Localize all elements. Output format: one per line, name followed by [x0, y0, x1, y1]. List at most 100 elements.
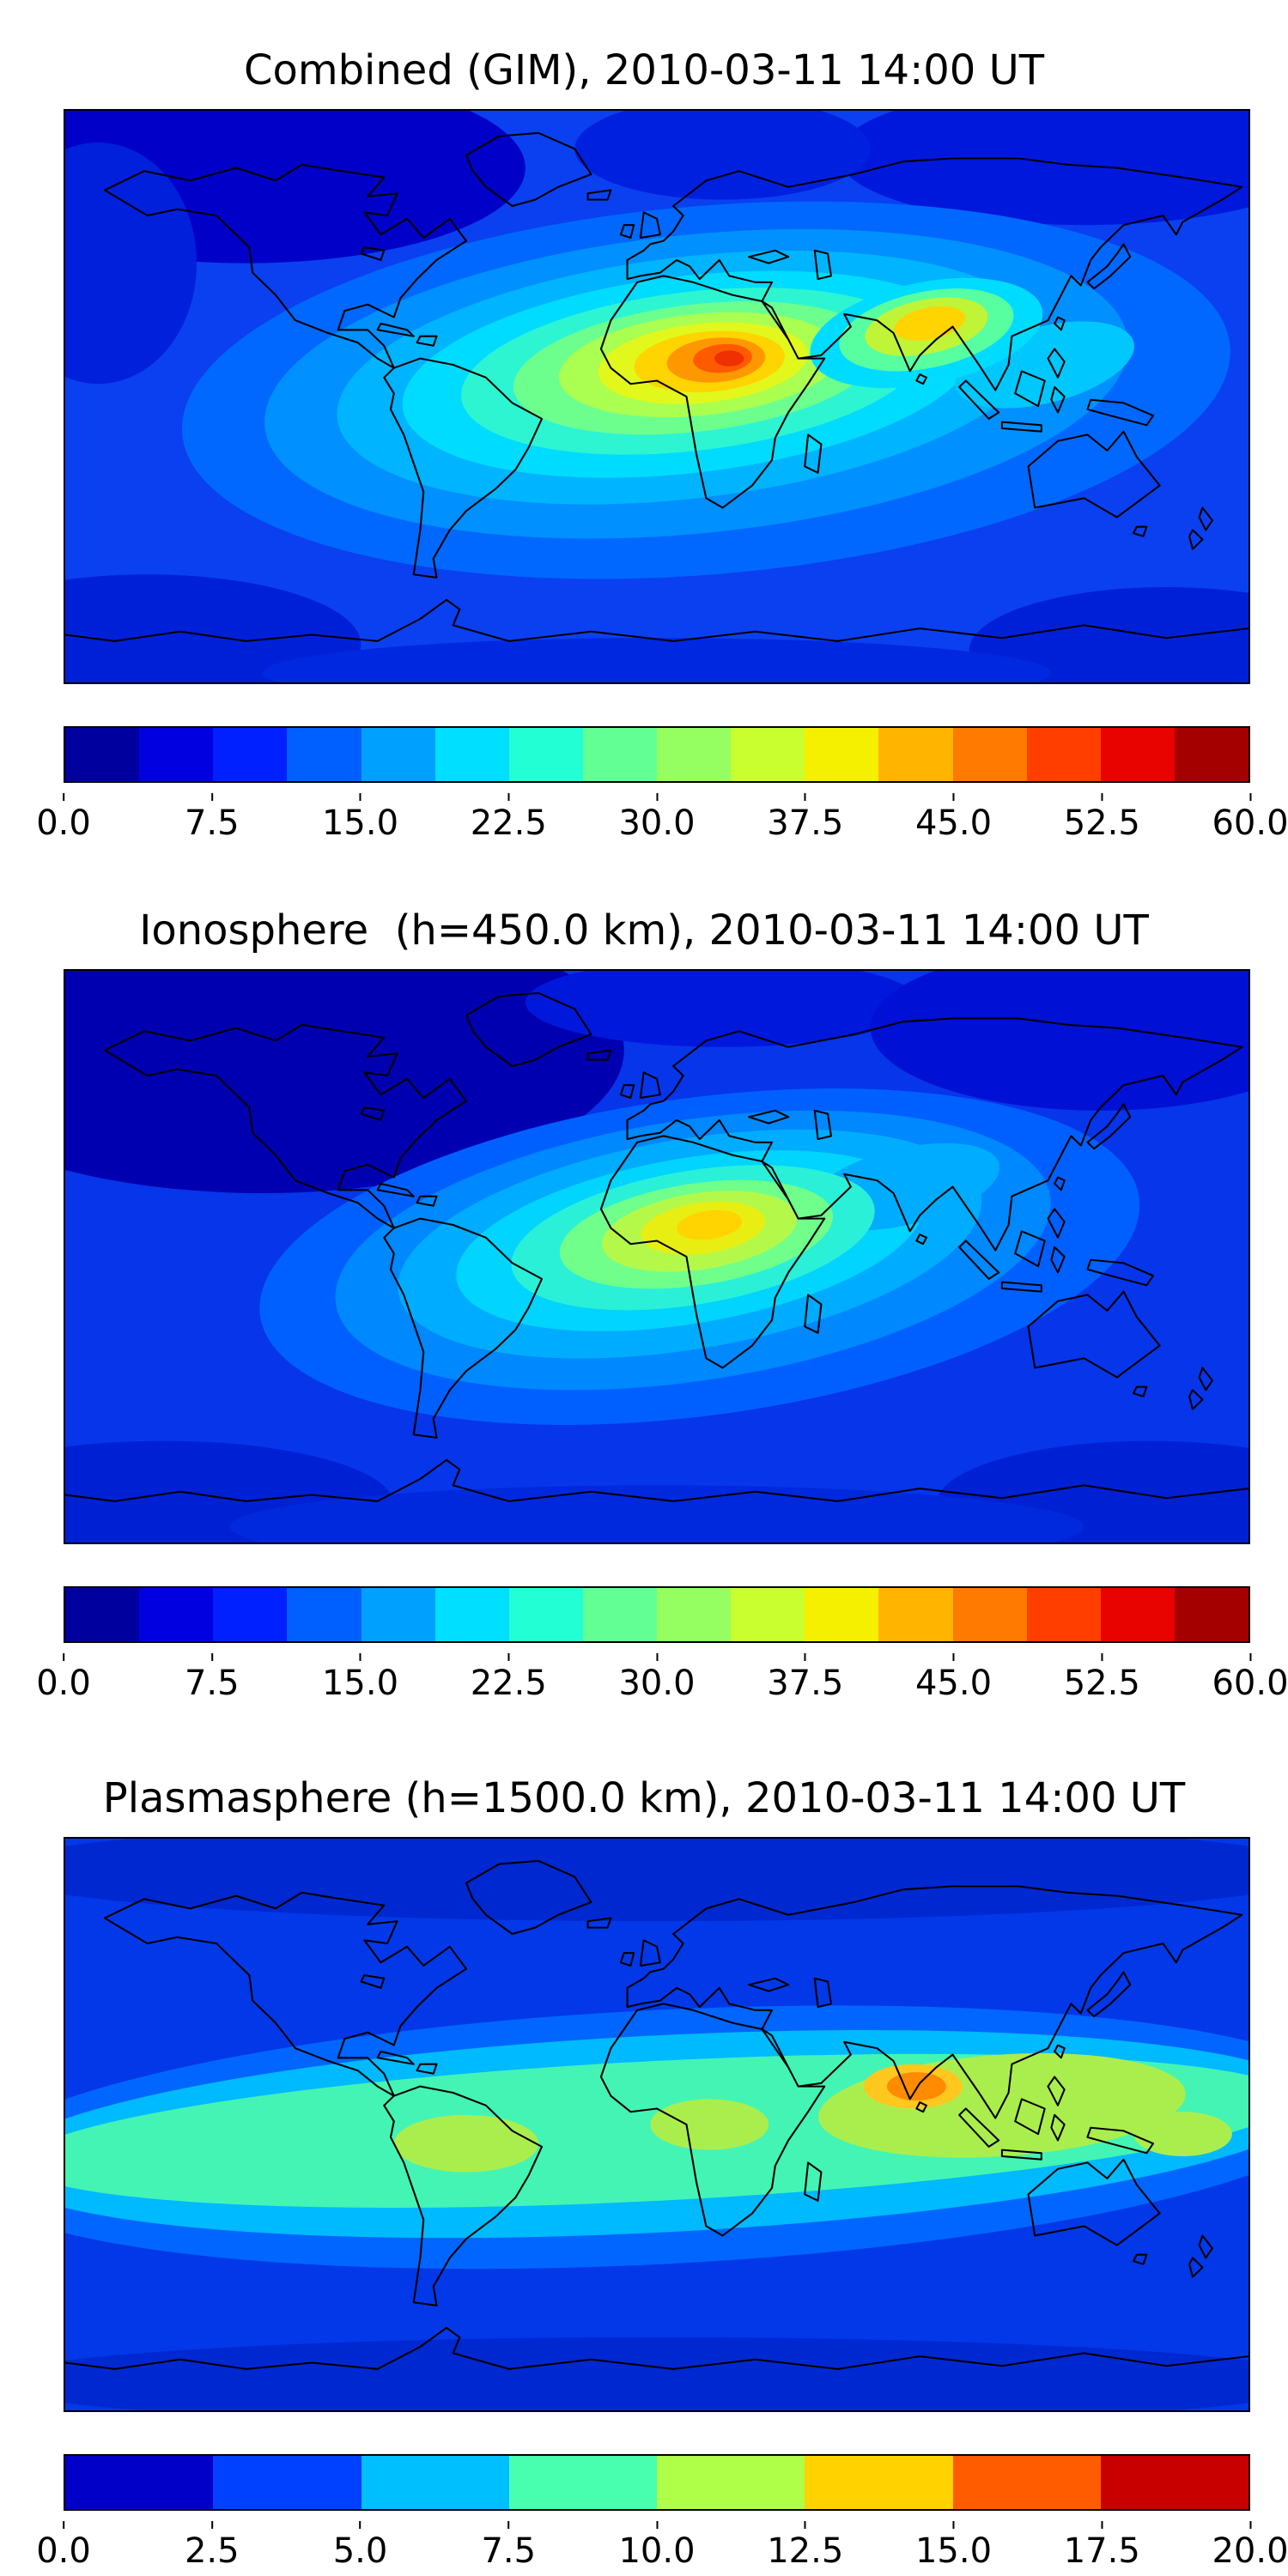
contour-blobs: [65, 1839, 1249, 2410]
contour-blob: [525, 971, 920, 1047]
tick-label: 7.5: [184, 803, 240, 843]
tick-mark: [507, 1653, 510, 1661]
colorbar-segment: [878, 1588, 953, 1641]
colorbar-segment: [287, 728, 361, 781]
contour-blob: [262, 638, 1052, 682]
tick-label: 45.0: [914, 803, 993, 843]
tick-label: 15.0: [914, 2531, 993, 2571]
colorbar-segment: [213, 728, 288, 781]
tick-label: 7.5: [184, 1664, 240, 1703]
contour-blob: [1133, 2112, 1232, 2156]
colorbar-segment: [139, 1588, 214, 1641]
tick-mark: [359, 793, 361, 801]
tick-mark: [210, 1653, 213, 1661]
colorbar-tick: 0.0: [36, 1653, 91, 1702]
tick-mark: [804, 1653, 806, 1661]
contour-blob: [650, 2099, 769, 2150]
tec-map-svg: [65, 111, 1249, 682]
tick-mark: [656, 1653, 658, 1661]
colorbar-segment: [1100, 1588, 1175, 1641]
contour-blob: [65, 142, 197, 385]
colorbar-ionosphere: [64, 1586, 1250, 1643]
colorbar-segment: [1026, 728, 1101, 781]
tick-mark: [63, 2521, 64, 2529]
colorbar-segment: [1174, 728, 1249, 781]
contour-blob: [969, 587, 1249, 682]
colorbar-tick: 2.5: [185, 2521, 240, 2570]
tick-mark: [63, 793, 64, 801]
colorbar-tick: 12.5: [767, 2521, 843, 2570]
colorbar-segment: [65, 2456, 214, 2509]
tick-mark: [1101, 1653, 1103, 1661]
tick-mark: [1101, 2521, 1103, 2529]
contour-blob: [894, 306, 966, 341]
colorbar-segment: [805, 728, 879, 781]
tick-mark: [1249, 793, 1251, 801]
colorbar-segment: [952, 2456, 1101, 2509]
tick-label: 15.0: [321, 803, 399, 843]
colorbar-segment: [287, 1588, 361, 1641]
colorbar-segment: [1100, 2456, 1249, 2509]
colorbar-segment: [731, 1588, 805, 1641]
colorbar-tick: 0.0: [36, 2521, 91, 2570]
colorbar-segment: [878, 728, 953, 781]
tick-label: 2.5: [184, 2531, 240, 2571]
colorbar-segment: [361, 728, 435, 781]
tick-label: 22.5: [470, 803, 547, 843]
panel-title-combined: Combined (GIM), 2010-03-11 14:00 UT: [243, 46, 1045, 94]
tick-label: 37.5: [767, 1664, 844, 1703]
colorbar-ticklabels-combined: 0.0 7.5 15.0 22.5 30.0 37.5 45.0 52.5 60.0: [36, 793, 1288, 848]
tick-label: 17.5: [1063, 2531, 1140, 2571]
tick-mark: [1249, 2521, 1251, 2529]
tick-label: 45.0: [914, 1664, 993, 1703]
colorbar-tick: 60.0: [1212, 793, 1288, 842]
colorbar-segment: [952, 728, 1027, 781]
contour-blob: [393, 2114, 539, 2173]
colorbar-segment: [657, 2456, 805, 2509]
tick-mark: [210, 793, 213, 801]
tick-label: 5.0: [332, 2531, 388, 2571]
tick-mark: [359, 2521, 361, 2529]
tick-mark: [1101, 793, 1103, 801]
colorbar-tick: 7.5: [481, 2521, 536, 2570]
tick-label: 22.5: [470, 1664, 547, 1703]
tick-label: 60.0: [1212, 803, 1288, 843]
colorbar-ticklabels-plasmasphere: 0.0 2.5 5.0 7.5 10.0 12.5 15.0 17.5 20.0: [36, 2521, 1288, 2576]
contour-blob: [65, 2337, 1249, 2410]
tick-label: 52.5: [1063, 803, 1140, 843]
colorbar-segment: [582, 728, 657, 781]
colorbar-tick: 15.0: [322, 1653, 398, 1702]
tick-label: 30.0: [618, 1664, 696, 1703]
colorbar-segment: [508, 1588, 583, 1641]
tick-label: 37.5: [767, 803, 844, 843]
colorbar-segment: [361, 2456, 509, 2509]
colorbar-tick: 52.5: [1064, 793, 1140, 842]
panel-title-ionosphere: Ionosphere (h=450.0 km), 2010-03-11 14:0…: [139, 906, 1149, 955]
colorbar-segment: [1026, 1588, 1101, 1641]
colorbar-segment: [434, 728, 509, 781]
tec-map-ionosphere: [64, 969, 1250, 1544]
colorbar-tick: 52.5: [1064, 1653, 1140, 1702]
tick-label: 52.5: [1063, 1664, 1140, 1703]
colorbar-tick: 7.5: [185, 1653, 240, 1702]
colorbar-tick: 0.0: [36, 793, 91, 842]
colorbar-tick: 10.0: [618, 2521, 696, 2571]
tick-mark: [1249, 1653, 1251, 1661]
colorbar-tick: 17.5: [1064, 2521, 1140, 2570]
colorbar-segment: [213, 2456, 361, 2509]
colorbar-segment: [805, 1588, 879, 1641]
colorbar-segment: [508, 2456, 657, 2509]
contour-blob: [837, 111, 1249, 226]
tick-label: 20.0: [1212, 2531, 1288, 2571]
contour-blobs: [65, 971, 1249, 1543]
colorbar-segment: [139, 728, 214, 781]
contour-blobs: [65, 111, 1249, 682]
colorbar-segment: [361, 1588, 435, 1641]
colorbar-tick: 30.0: [618, 1653, 696, 1703]
tick-label: 0.0: [36, 1664, 91, 1703]
tick-label: 10.0: [618, 2531, 696, 2571]
colorbar-ticklabels-ionosphere: 0.0 7.5 15.0 22.5 30.0 37.5 45.0 52.5 60.0: [36, 1653, 1288, 1708]
colorbar-tick: 45.0: [915, 793, 992, 842]
colorbar-tick: 22.5: [471, 1653, 547, 1702]
colorbar-tick: 30.0: [618, 793, 696, 842]
